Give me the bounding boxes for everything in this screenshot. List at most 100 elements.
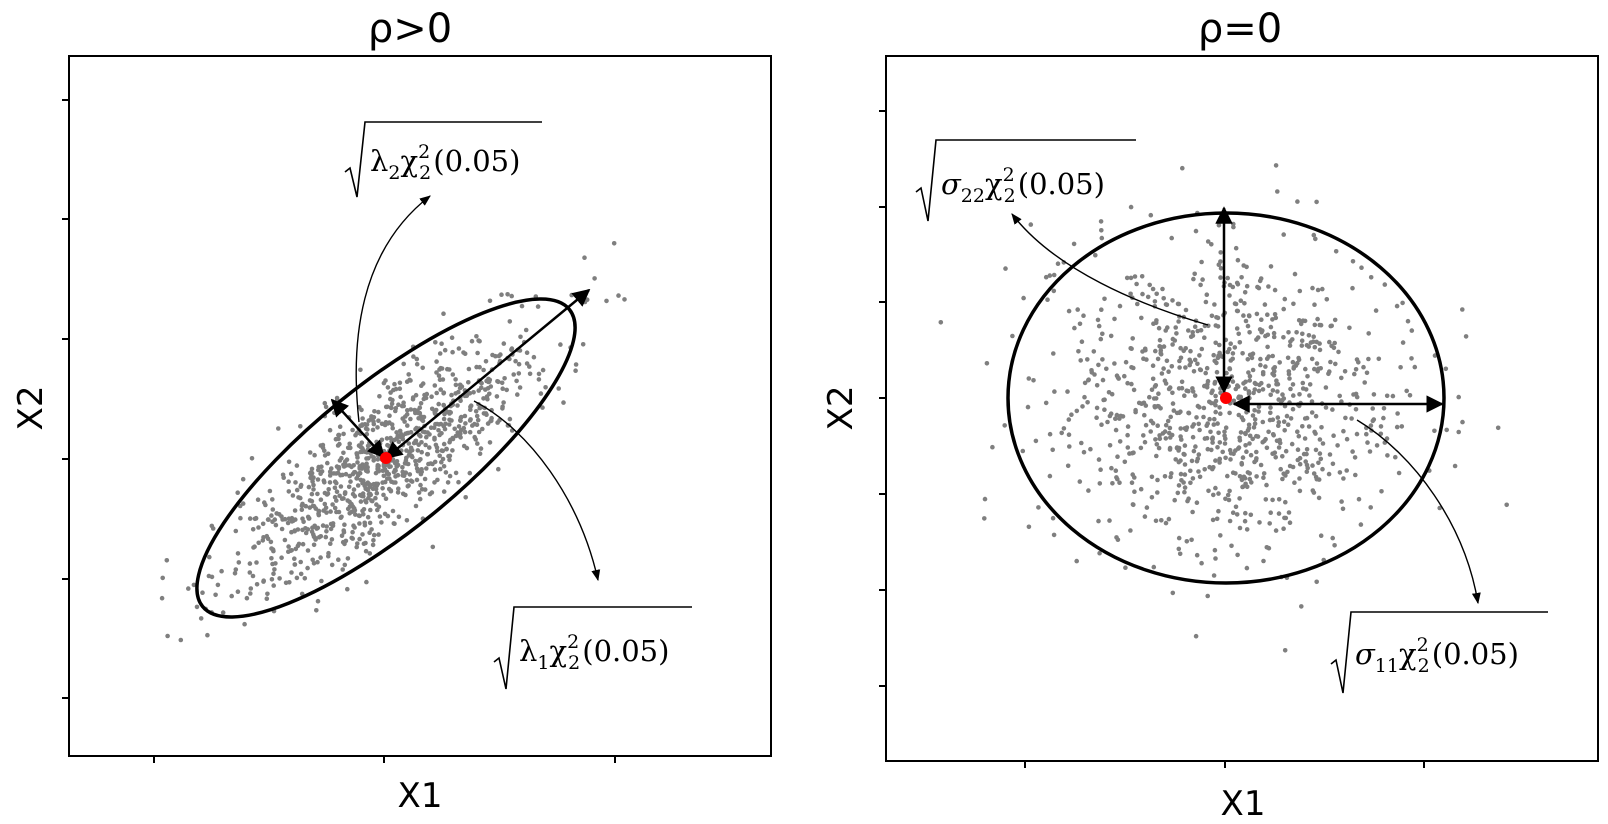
scatter-point bbox=[300, 541, 306, 547]
scatter-point bbox=[475, 350, 480, 356]
scatter-point bbox=[1186, 496, 1191, 502]
scatter-point bbox=[445, 366, 450, 372]
scatter-point bbox=[1281, 419, 1287, 425]
scatter-point bbox=[496, 379, 501, 385]
scatter-point bbox=[1242, 290, 1248, 295]
scatter-point bbox=[338, 515, 344, 520]
scatter-point bbox=[385, 476, 390, 481]
scatter-point bbox=[1350, 285, 1355, 291]
scatter-point bbox=[1176, 301, 1182, 307]
scatter-point bbox=[1093, 252, 1098, 258]
scatter-point bbox=[1273, 163, 1279, 168]
scatter-point bbox=[1247, 313, 1252, 319]
scatter-point bbox=[1340, 506, 1346, 512]
scatter-point bbox=[453, 377, 458, 382]
scatter-point bbox=[1172, 338, 1178, 343]
scatter-point bbox=[1112, 316, 1117, 322]
scatter-point bbox=[1218, 250, 1223, 255]
scatter-point bbox=[362, 523, 368, 528]
scatter-point bbox=[1271, 334, 1277, 340]
scatter-point bbox=[358, 477, 364, 483]
scatter-point bbox=[314, 526, 320, 531]
scatter-point bbox=[424, 466, 429, 471]
scatter-point bbox=[363, 540, 368, 546]
scatter-point bbox=[1132, 489, 1137, 495]
scatter-point bbox=[1125, 424, 1131, 429]
scatter-point bbox=[324, 529, 329, 534]
chi-argument: (0.05) bbox=[433, 144, 520, 178]
scatter-point bbox=[233, 567, 239, 572]
scatter-point bbox=[1349, 416, 1354, 421]
scatter-point bbox=[298, 424, 303, 429]
scatter-point bbox=[347, 441, 353, 447]
scatter-point bbox=[282, 537, 288, 543]
scatter-point bbox=[1308, 340, 1314, 345]
scatter-point bbox=[452, 426, 458, 432]
scatter-point bbox=[354, 430, 360, 436]
scatter-point bbox=[1452, 463, 1458, 469]
scatter-point bbox=[461, 425, 467, 431]
scatter-point bbox=[1297, 488, 1303, 494]
scatter-point bbox=[592, 276, 597, 281]
scatter-point bbox=[441, 402, 446, 408]
plot-frame bbox=[68, 55, 772, 757]
scatter-point bbox=[417, 496, 423, 502]
scatter-point bbox=[443, 470, 449, 475]
scatter-point bbox=[340, 472, 345, 478]
scatter-point bbox=[483, 359, 489, 364]
scatter-point bbox=[377, 514, 383, 519]
scatter-point bbox=[336, 509, 342, 515]
scatter-point bbox=[1292, 271, 1298, 277]
scatter-point bbox=[1075, 307, 1080, 312]
scatter-point bbox=[1250, 436, 1255, 442]
scatter-point bbox=[285, 520, 291, 526]
scatter-point bbox=[1256, 285, 1262, 291]
scatter-point bbox=[248, 586, 254, 591]
sqrt-sign bbox=[1330, 611, 1548, 694]
scatter-point bbox=[434, 359, 439, 364]
scatter-point bbox=[1297, 288, 1303, 294]
scatter-point bbox=[1243, 510, 1248, 516]
scatter-point bbox=[1170, 401, 1176, 406]
scatter-point bbox=[1311, 471, 1317, 476]
scatter-point bbox=[240, 476, 246, 482]
scatter-point bbox=[319, 464, 324, 470]
scatter-point bbox=[469, 338, 475, 344]
chi-subscript: 2 bbox=[568, 652, 580, 674]
scatter-point bbox=[1314, 361, 1320, 366]
scatter-point bbox=[244, 595, 250, 601]
scatter-point bbox=[379, 520, 384, 525]
scatter-point bbox=[1132, 274, 1138, 279]
scatter-point bbox=[418, 482, 423, 488]
scatter-point bbox=[1173, 325, 1178, 330]
scatter-point bbox=[1261, 558, 1266, 564]
scatter-point bbox=[1215, 421, 1220, 426]
scatter-point bbox=[1155, 490, 1160, 495]
x-axis-label: X1 bbox=[1221, 784, 1266, 824]
scatter-point bbox=[1117, 303, 1123, 309]
scatter-point bbox=[1061, 426, 1067, 431]
scatter-point bbox=[320, 523, 326, 528]
scatter-point bbox=[1154, 453, 1159, 459]
scatter-point bbox=[1205, 239, 1211, 244]
scatter-point bbox=[1215, 445, 1220, 450]
panel-positive-correlation: ρ>0 λ2χ2 2(0.05) λ1χ bbox=[11, 6, 772, 816]
scatter-point bbox=[271, 583, 277, 588]
scatter-point bbox=[249, 456, 255, 461]
scatter-point bbox=[1115, 454, 1120, 460]
scatter-point bbox=[1110, 481, 1115, 486]
scatter-point bbox=[1217, 457, 1222, 462]
scatter-point bbox=[1226, 497, 1232, 503]
scatter-point bbox=[499, 380, 505, 386]
scatter-point bbox=[1129, 346, 1134, 352]
scatter-point bbox=[311, 534, 317, 540]
scatter-point bbox=[473, 409, 479, 414]
scatter-point bbox=[316, 535, 322, 540]
scatter-point bbox=[1139, 401, 1144, 407]
scatter-point bbox=[1209, 447, 1214, 453]
scatter-point bbox=[1312, 366, 1317, 372]
scatter-point bbox=[437, 367, 442, 372]
scatter-point bbox=[361, 507, 367, 512]
scatter-point bbox=[1230, 356, 1235, 362]
scatter-point bbox=[1229, 543, 1234, 549]
